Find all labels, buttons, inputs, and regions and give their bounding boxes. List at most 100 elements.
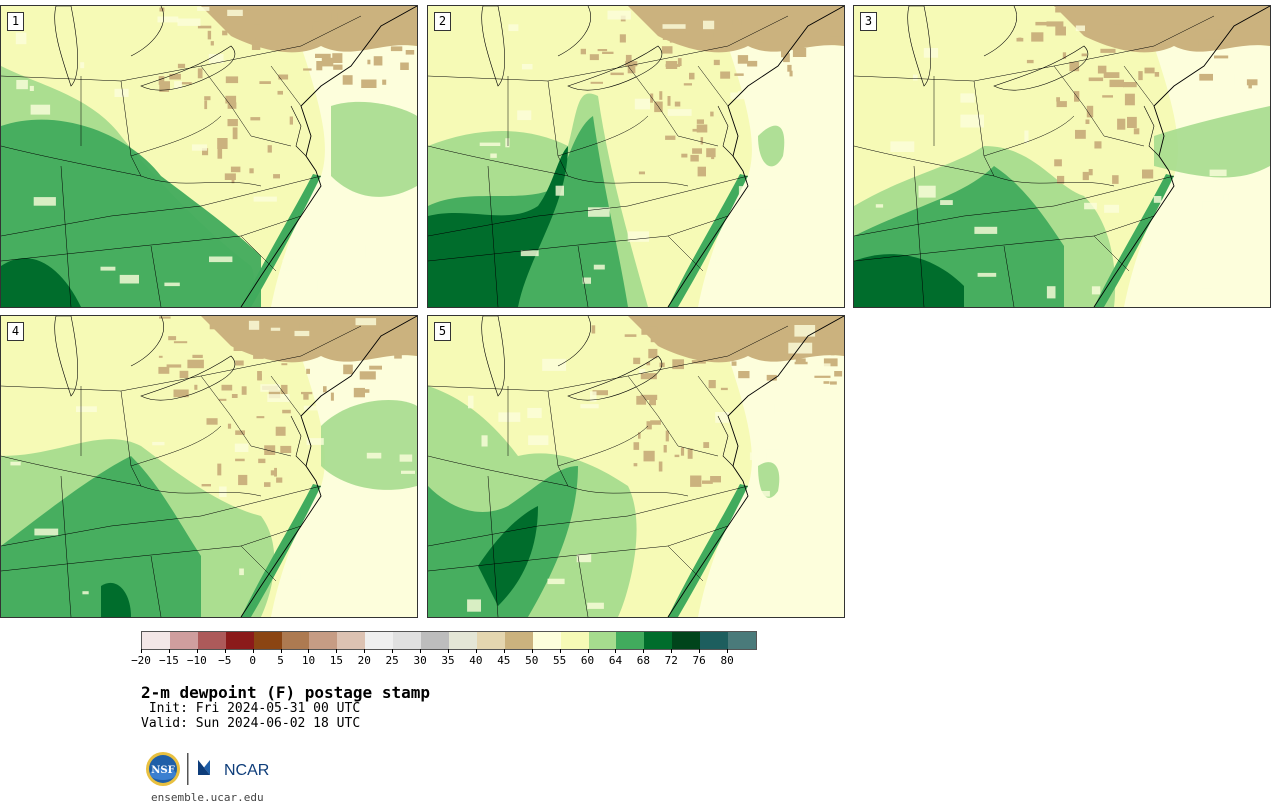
tan-speck (367, 59, 371, 65)
colorbar-swatch (616, 632, 645, 649)
pale-patch (33, 197, 56, 206)
tan-speck (359, 371, 376, 380)
colorbar-swatch (337, 632, 366, 649)
pale-patch (270, 327, 281, 331)
tan-speck (202, 148, 209, 156)
ncar-text: NCAR (224, 762, 269, 779)
pale-patch (582, 277, 591, 284)
colorbar-tick-label: 10 (301, 654, 316, 667)
pale-patch (1153, 196, 1162, 203)
tan-speck (659, 91, 663, 100)
state-border (557, 425, 649, 467)
east-region (698, 41, 844, 307)
tan-speck (769, 347, 785, 357)
pale-patch (528, 435, 549, 446)
state-border (1, 175, 322, 237)
colorbar-tickmark (448, 649, 449, 653)
pale-patch (607, 10, 631, 20)
pale-patch (15, 32, 27, 45)
tan-speck (1153, 11, 1159, 21)
tan-speck (710, 111, 714, 117)
state-border (200, 375, 292, 457)
tan-speck (681, 153, 688, 158)
tan-speck (1199, 73, 1213, 81)
state-border (627, 65, 719, 147)
colorbar-tick-label: −15 (158, 654, 179, 667)
tan-speck (625, 54, 632, 63)
pale-patch (157, 16, 179, 23)
pale-patch (1084, 202, 1097, 210)
state-border (428, 485, 749, 547)
tan-speck (173, 389, 189, 398)
tan-speck (680, 447, 685, 456)
tan-speck (1035, 21, 1049, 26)
state-border (1, 455, 262, 497)
state-border (854, 175, 1175, 237)
tan-speck (258, 458, 266, 464)
colorbar-tick-label: 25 (385, 654, 399, 667)
pale-patch (785, 506, 799, 516)
pale-patch (481, 435, 488, 447)
state-border (150, 245, 162, 307)
pale-patch (239, 568, 244, 576)
tan-speck (781, 345, 790, 354)
tan-speck (217, 463, 222, 476)
tan-speck (289, 116, 293, 125)
tan-speck (602, 51, 614, 54)
tan-speck (1112, 175, 1119, 184)
colorbar-tickmark (196, 649, 198, 653)
state-border (270, 375, 302, 417)
colorbar-swatch (700, 632, 729, 649)
tan-speck (689, 72, 695, 80)
tan-speck (1026, 59, 1034, 64)
pale-patch (1104, 204, 1120, 213)
pale-patch (580, 404, 599, 409)
colorbar-tick-label: 40 (469, 654, 483, 667)
tan-speck (1243, 18, 1259, 22)
tan-speck (331, 12, 338, 21)
pale-patch (290, 572, 301, 580)
colorbar-swatch (728, 632, 756, 649)
state-border (428, 145, 689, 187)
pale-patch (197, 6, 210, 11)
tan-speck (580, 48, 586, 55)
state-border (577, 245, 589, 307)
tan-speck (708, 320, 715, 328)
colorbar-tickmark (168, 649, 170, 653)
dewpoint-map-5 (428, 316, 844, 617)
pale-patch (788, 342, 813, 354)
tan-speck (597, 49, 608, 52)
tan-speck (1147, 9, 1161, 13)
colorbar-tickmark (727, 649, 729, 653)
tan-speck (682, 18, 694, 24)
pale-patch (527, 407, 542, 419)
pale-patch (34, 528, 59, 536)
pale-patch (1223, 194, 1229, 202)
tan-speck (687, 448, 693, 459)
colorbar-tickmark (252, 649, 254, 653)
tan-speck (333, 64, 343, 70)
tan-speck (260, 20, 272, 26)
pale-patch (401, 470, 415, 474)
colorbar-tick-label: 5 (277, 654, 284, 667)
tan-speck (217, 138, 228, 149)
pale-patch (100, 266, 116, 271)
green-region-east (331, 101, 417, 197)
tan-speck (640, 318, 653, 328)
tan-speck (625, 61, 638, 67)
pale-patch (923, 48, 939, 58)
ncar-logo: NCAR (198, 760, 269, 779)
colorbar-swatch (225, 632, 254, 649)
tan-speck (235, 458, 245, 462)
tan-speck (650, 333, 659, 343)
pale-patch (1202, 288, 1213, 300)
lake-huron-outline (983, 6, 1017, 57)
tan-northeast (201, 6, 417, 53)
pale-patch (267, 394, 290, 402)
pale-patch (1234, 74, 1241, 86)
tan-speck (795, 358, 806, 364)
pale-patch (80, 62, 85, 69)
green-region-dark (478, 506, 538, 606)
green-region-medium (1, 456, 201, 617)
tan-speck (280, 445, 292, 453)
